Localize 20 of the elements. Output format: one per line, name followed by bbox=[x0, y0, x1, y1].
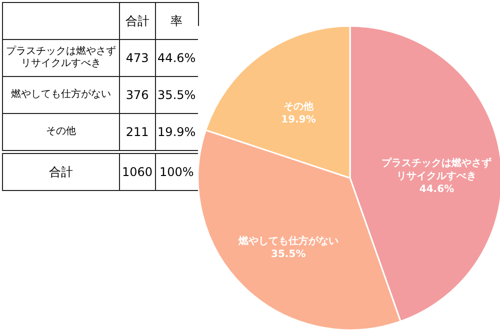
text: 19.9% bbox=[281, 114, 316, 126]
category-label: その他 bbox=[46, 126, 76, 137]
slice-label: 燃やしても仕方がない bbox=[237, 234, 338, 247]
text: 合計 bbox=[2, 152, 120, 190]
slice-label: 燃やしても仕方がない bbox=[2, 76, 120, 114]
text: 1060 bbox=[120, 152, 156, 190]
slice-label: その他 bbox=[284, 100, 314, 113]
text: 376 bbox=[120, 76, 156, 114]
text: 211 bbox=[120, 114, 156, 152]
text: 率 bbox=[155, 2, 198, 40]
text: 100% bbox=[155, 152, 198, 190]
slice-label: プラスチックは燃やさずリサイクルすべき bbox=[382, 157, 492, 182]
data-label: 44.6% bbox=[419, 184, 454, 196]
data-label: 35.5% bbox=[271, 248, 306, 260]
text: 44.6% bbox=[158, 51, 196, 65]
text: 473 bbox=[120, 40, 156, 76]
category-label: プラスチックは燃やさずリサイクルすべき bbox=[6, 46, 116, 69]
text: 35.5% bbox=[158, 88, 196, 102]
text: 合計 bbox=[120, 2, 156, 40]
data-label: 19.9% bbox=[155, 114, 198, 152]
